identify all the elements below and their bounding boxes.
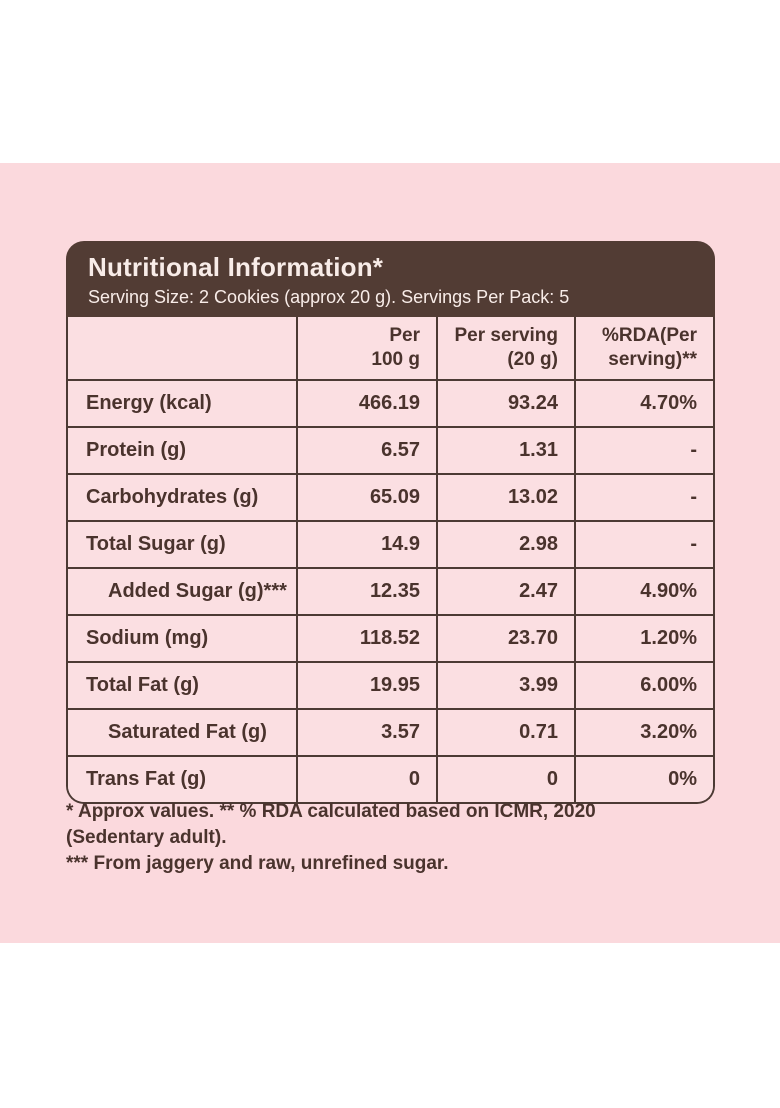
footnote-line: *** From jaggery and raw, unrefined suga… xyxy=(66,853,449,874)
per-100g-value: 19.95 xyxy=(296,661,438,710)
footnote-line: * Approx values. ** % RDA calculated bas… xyxy=(66,801,596,822)
column-header-rda: %RDA(Per serving)** xyxy=(574,317,713,381)
rda-value: - xyxy=(574,473,713,522)
per-serving-value: 1.31 xyxy=(436,426,576,475)
column-header-line: serving)** xyxy=(608,349,697,370)
rda-value: 4.70% xyxy=(574,379,713,428)
table-row-protein: Protein (g) 6.57 1.31 - xyxy=(68,426,713,475)
table-row-sodium: Sodium (mg) 118.52 23.70 1.20% xyxy=(68,614,713,663)
nutrition-card-header: Nutritional Information* Serving Size: 2… xyxy=(66,241,715,317)
column-header-line: 100 g xyxy=(371,349,420,370)
table-row-trans-fat: Trans Fat (g) 0 0 0% xyxy=(68,755,713,802)
serving-size-text: Serving Size: 2 Cookies (approx 20 g). S… xyxy=(88,287,570,307)
table-row-energy: Energy (kcal) 466.19 93.24 4.70% xyxy=(68,379,713,428)
rda-value: - xyxy=(574,426,713,475)
column-header-line: %RDA(Per xyxy=(601,325,697,346)
nutrition-table-wrap: Per 100 g Per serving (20 g) %RDA(Per se… xyxy=(66,317,715,804)
row-label: Total Fat (g) xyxy=(68,661,298,710)
table-header-row: Per 100 g Per serving (20 g) %RDA(Per se… xyxy=(68,317,713,381)
row-label: Trans Fat (g) xyxy=(68,755,298,802)
per-100g-value: 6.57 xyxy=(296,426,438,475)
row-label: Saturated Fat (g) xyxy=(68,708,298,757)
row-label: Energy (kcal) xyxy=(68,379,298,428)
per-100g-value: 466.19 xyxy=(296,379,438,428)
rda-value: - xyxy=(574,520,713,569)
per-serving-value: 2.98 xyxy=(436,520,576,569)
table-row-total-fat: Total Fat (g) 19.95 3.99 6.00% xyxy=(68,661,713,710)
per-serving-value: 2.47 xyxy=(436,567,576,616)
rda-value: 0% xyxy=(574,755,713,802)
per-100g-value: 12.35 xyxy=(296,567,438,616)
per-serving-value: 13.02 xyxy=(436,473,576,522)
per-serving-value: 3.99 xyxy=(436,661,576,710)
rda-value: 3.20% xyxy=(574,708,713,757)
per-serving-value: 0 xyxy=(436,755,576,802)
footnote-line: (Sedentary adult). xyxy=(66,827,227,848)
per-serving-value: 23.70 xyxy=(436,614,576,663)
per-100g-value: 118.52 xyxy=(296,614,438,663)
rda-value: 1.20% xyxy=(574,614,713,663)
column-header-line: Per xyxy=(389,325,420,346)
table-row-carbohydrates: Carbohydrates (g) 65.09 13.02 - xyxy=(68,473,713,522)
per-100g-value: 65.09 xyxy=(296,473,438,522)
nutrition-card: Nutritional Information* Serving Size: 2… xyxy=(66,241,715,804)
rda-value: 4.90% xyxy=(574,567,713,616)
column-header-line: Per serving xyxy=(454,325,559,346)
column-header-line: (20 g) xyxy=(507,349,558,370)
row-label: Added Sugar (g)*** xyxy=(68,567,298,616)
nutrition-title: Nutritional Information* xyxy=(88,252,384,282)
row-label: Carbohydrates (g) xyxy=(68,473,298,522)
per-100g-value: 14.9 xyxy=(296,520,438,569)
per-serving-value: 93.24 xyxy=(436,379,576,428)
per-100g-value: 0 xyxy=(296,755,438,802)
nutrition-table: Per 100 g Per serving (20 g) %RDA(Per se… xyxy=(68,317,713,802)
row-label: Total Sugar (g) xyxy=(68,520,298,569)
table-row-total-sugar: Total Sugar (g) 14.9 2.98 - xyxy=(68,520,713,569)
column-header-per-serving: Per serving (20 g) xyxy=(436,317,576,381)
footnotes: * Approx values. ** % RDA calculated bas… xyxy=(66,799,686,877)
table-row-added-sugar: Added Sugar (g)*** 12.35 2.47 4.90% xyxy=(68,567,713,616)
row-label: Protein (g) xyxy=(68,426,298,475)
rda-value: 6.00% xyxy=(574,661,713,710)
column-header-per-100g: Per 100 g xyxy=(296,317,438,381)
row-label: Sodium (mg) xyxy=(68,614,298,663)
per-100g-value: 3.57 xyxy=(296,708,438,757)
empty-header-cell xyxy=(68,317,298,381)
table-row-saturated-fat: Saturated Fat (g) 3.57 0.71 3.20% xyxy=(68,708,713,757)
per-serving-value: 0.71 xyxy=(436,708,576,757)
